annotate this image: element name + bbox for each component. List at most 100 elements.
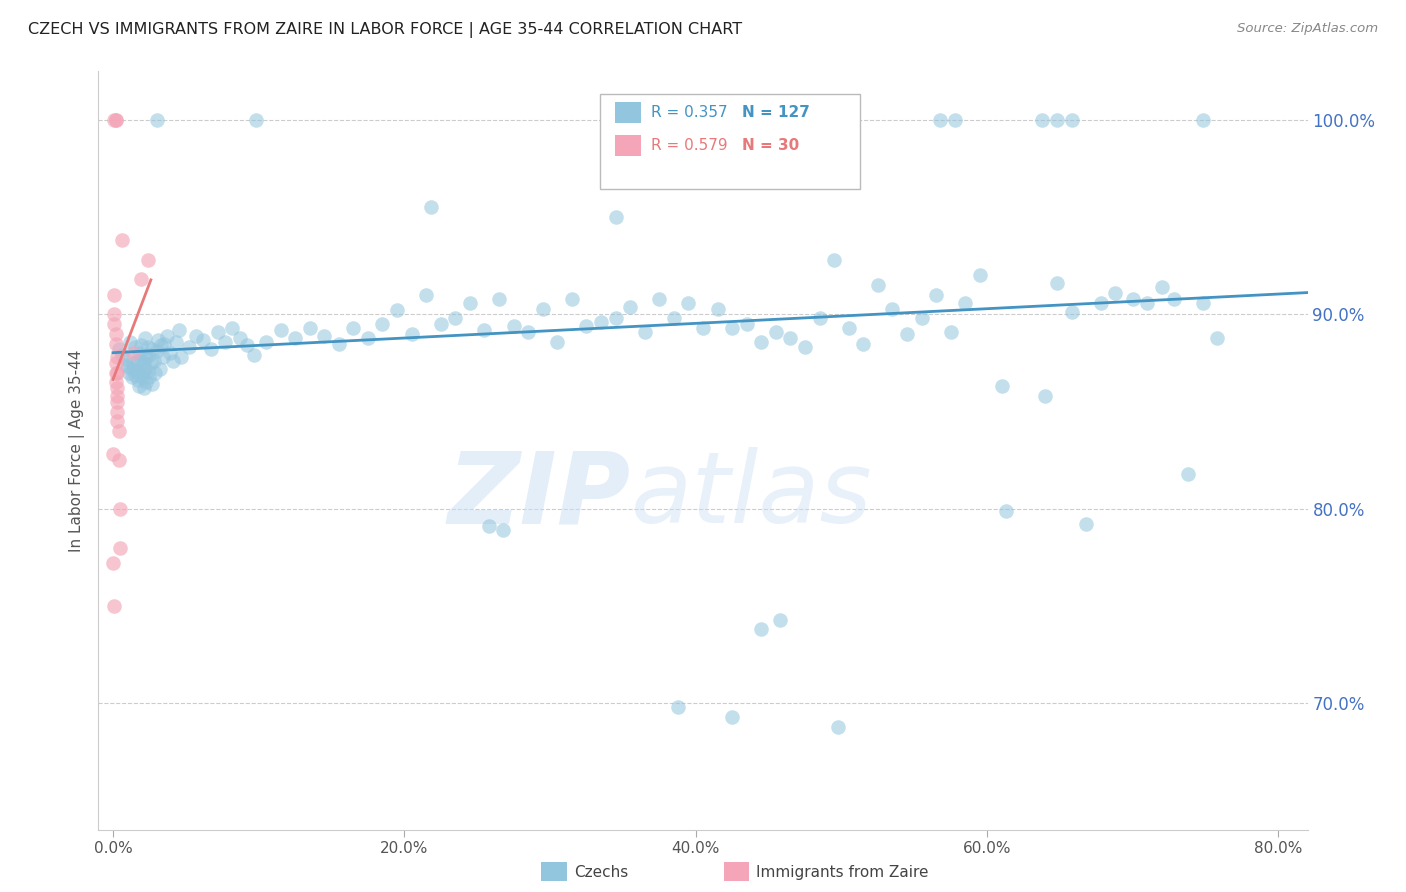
Point xyxy=(105,381,128,395)
Point xyxy=(105,350,128,364)
Point xyxy=(121,369,143,384)
Point xyxy=(638,112,661,127)
Point xyxy=(401,326,423,341)
Point xyxy=(662,311,685,326)
Point xyxy=(779,331,801,345)
Point xyxy=(132,381,155,395)
Point xyxy=(104,336,127,351)
Point xyxy=(105,404,128,418)
Point xyxy=(127,374,149,388)
Point xyxy=(142,354,165,368)
Point xyxy=(1033,389,1056,403)
Point xyxy=(243,348,266,362)
Point xyxy=(141,377,163,392)
Point xyxy=(1177,467,1199,481)
Point xyxy=(111,348,134,362)
Point xyxy=(156,328,179,343)
Point xyxy=(136,364,159,378)
Point xyxy=(1046,277,1069,291)
Point xyxy=(1076,517,1098,532)
Point xyxy=(1191,112,1213,127)
Point xyxy=(122,361,145,376)
Point xyxy=(623,112,645,127)
Point xyxy=(943,112,966,127)
Point xyxy=(270,323,292,337)
Point xyxy=(749,334,772,349)
Point xyxy=(1150,280,1173,294)
Point xyxy=(1031,112,1053,127)
Point xyxy=(1046,112,1069,127)
Point xyxy=(104,112,127,127)
Point xyxy=(132,356,155,370)
Point xyxy=(110,501,132,516)
Point xyxy=(128,346,150,360)
Point xyxy=(124,340,146,354)
Point xyxy=(110,541,132,555)
Text: N = 30: N = 30 xyxy=(742,138,799,153)
Point xyxy=(605,311,627,326)
Point xyxy=(108,453,131,467)
Point xyxy=(955,295,977,310)
Point xyxy=(882,301,904,316)
Point xyxy=(128,379,150,393)
Point xyxy=(214,334,236,349)
Point xyxy=(167,323,190,337)
Point xyxy=(103,307,125,321)
Point xyxy=(103,112,125,127)
Point xyxy=(170,350,193,364)
Point xyxy=(111,234,134,248)
Point xyxy=(141,343,163,357)
Point xyxy=(969,268,991,283)
Point xyxy=(159,346,181,360)
Text: atlas: atlas xyxy=(630,448,872,544)
Point xyxy=(138,348,160,362)
Point xyxy=(314,328,336,343)
Point xyxy=(666,700,689,714)
Point xyxy=(605,210,627,224)
Point xyxy=(118,366,141,380)
Point xyxy=(1163,292,1185,306)
Y-axis label: In Labor Force | Age 35-44: In Labor Force | Age 35-44 xyxy=(69,350,84,551)
Point xyxy=(236,338,259,352)
Point xyxy=(104,112,127,127)
Point xyxy=(852,336,875,351)
Point xyxy=(517,325,540,339)
Point xyxy=(139,356,162,370)
Point xyxy=(838,321,860,335)
Point xyxy=(101,556,124,570)
Point xyxy=(136,252,159,267)
Point xyxy=(444,311,467,326)
Point xyxy=(1206,331,1229,345)
Point xyxy=(619,300,641,314)
Point xyxy=(561,292,583,306)
Point xyxy=(342,321,364,335)
Point xyxy=(1090,295,1112,310)
Point xyxy=(221,321,243,335)
Point xyxy=(135,376,157,390)
Bar xyxy=(614,135,641,156)
Point xyxy=(104,356,127,370)
Point xyxy=(103,599,125,613)
Point xyxy=(136,340,159,354)
Point xyxy=(652,112,675,127)
Point xyxy=(177,340,200,354)
Point xyxy=(678,295,700,310)
Point xyxy=(114,358,136,372)
Point xyxy=(634,325,657,339)
Point xyxy=(939,325,962,339)
Point xyxy=(429,317,451,331)
Point xyxy=(108,343,131,357)
Point xyxy=(193,333,215,347)
Point xyxy=(749,623,772,637)
Point xyxy=(103,317,125,331)
Point xyxy=(200,343,222,357)
Point xyxy=(1337,112,1360,127)
Text: N = 127: N = 127 xyxy=(742,104,810,120)
Point xyxy=(254,334,277,349)
Point xyxy=(415,288,437,302)
Point xyxy=(120,334,142,349)
Point xyxy=(145,344,167,359)
Point xyxy=(990,379,1012,393)
Point xyxy=(478,519,501,533)
Point xyxy=(721,321,744,335)
